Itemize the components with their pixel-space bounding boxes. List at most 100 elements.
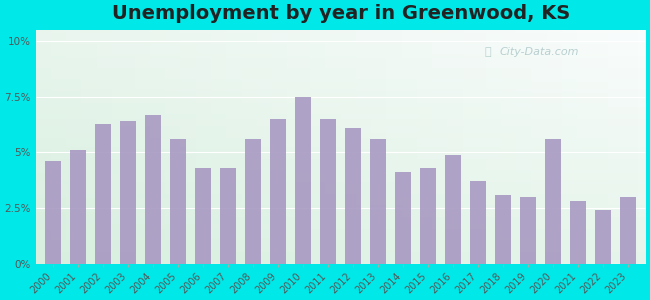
Title: Unemployment by year in Greenwood, KS: Unemployment by year in Greenwood, KS	[112, 4, 570, 23]
Bar	[595, 210, 612, 263]
Bar	[203, 30, 211, 263]
Bar	[97, 30, 104, 263]
Bar	[104, 30, 112, 263]
Bar	[81, 30, 89, 263]
Bar	[220, 168, 236, 263]
Bar	[569, 30, 577, 263]
Bar	[608, 30, 616, 263]
Bar	[36, 208, 646, 210]
Bar	[302, 30, 310, 263]
Bar	[36, 256, 646, 259]
Bar	[36, 196, 646, 198]
Bar	[36, 212, 646, 214]
Text: ⓘ: ⓘ	[484, 46, 491, 57]
Bar	[36, 252, 646, 254]
Bar	[36, 201, 646, 203]
Bar	[379, 30, 387, 263]
Bar	[295, 97, 311, 263]
Bar	[36, 35, 646, 37]
Bar	[554, 30, 562, 263]
Bar	[245, 139, 261, 263]
Bar	[36, 75, 646, 77]
Bar	[36, 88, 646, 91]
Bar	[577, 30, 585, 263]
Bar	[36, 65, 646, 68]
Bar	[150, 30, 157, 263]
Bar	[36, 166, 646, 168]
Bar	[51, 30, 58, 263]
Bar	[36, 205, 646, 208]
Bar	[145, 115, 161, 263]
Bar	[36, 58, 646, 61]
Bar	[36, 56, 646, 58]
Bar	[120, 30, 127, 263]
Bar	[387, 30, 394, 263]
Bar	[36, 107, 646, 110]
Bar	[218, 30, 226, 263]
Bar	[585, 30, 592, 263]
Bar	[226, 30, 234, 263]
Bar	[36, 191, 646, 194]
Bar	[36, 105, 646, 107]
Bar	[73, 30, 81, 263]
Bar	[463, 30, 471, 263]
Bar	[287, 30, 295, 263]
Bar	[36, 37, 646, 40]
Bar	[36, 233, 646, 236]
Bar	[320, 119, 336, 263]
Bar	[570, 201, 586, 263]
Bar	[36, 77, 646, 79]
Bar	[36, 159, 646, 161]
Bar	[36, 119, 646, 121]
Bar	[623, 30, 630, 263]
Bar	[600, 30, 608, 263]
Bar	[58, 30, 66, 263]
Bar	[165, 30, 173, 263]
Bar	[36, 70, 646, 72]
Bar	[36, 117, 646, 119]
Bar	[36, 259, 646, 261]
Bar	[211, 30, 218, 263]
Bar	[333, 30, 341, 263]
Bar	[36, 30, 43, 263]
Bar	[36, 96, 646, 98]
Bar	[370, 139, 386, 263]
Bar	[520, 197, 536, 263]
Bar	[417, 30, 424, 263]
Bar	[272, 30, 280, 263]
Bar	[234, 30, 242, 263]
Bar	[249, 30, 257, 263]
Bar	[420, 168, 436, 263]
Bar	[410, 30, 417, 263]
Bar	[36, 231, 646, 233]
Bar	[127, 30, 135, 263]
Bar	[36, 152, 646, 154]
Bar	[36, 238, 646, 240]
Bar	[36, 61, 646, 63]
Bar	[532, 30, 539, 263]
Bar	[36, 79, 646, 82]
Bar	[471, 30, 478, 263]
Bar	[36, 224, 646, 226]
Bar	[36, 214, 646, 217]
Bar	[620, 197, 636, 263]
Bar	[495, 195, 512, 263]
Bar	[36, 177, 646, 180]
Bar	[36, 168, 646, 170]
Bar	[95, 124, 111, 263]
Bar	[36, 247, 646, 250]
Bar	[345, 128, 361, 263]
Bar	[36, 172, 646, 175]
Bar	[36, 135, 646, 138]
Bar	[36, 184, 646, 187]
Bar	[36, 198, 646, 201]
Bar	[157, 30, 165, 263]
Bar	[36, 112, 646, 114]
Bar	[43, 30, 51, 263]
Bar	[36, 221, 646, 224]
Bar	[280, 30, 287, 263]
Bar	[270, 119, 286, 263]
Bar	[36, 175, 646, 177]
Bar	[36, 49, 646, 51]
Bar	[135, 30, 142, 263]
